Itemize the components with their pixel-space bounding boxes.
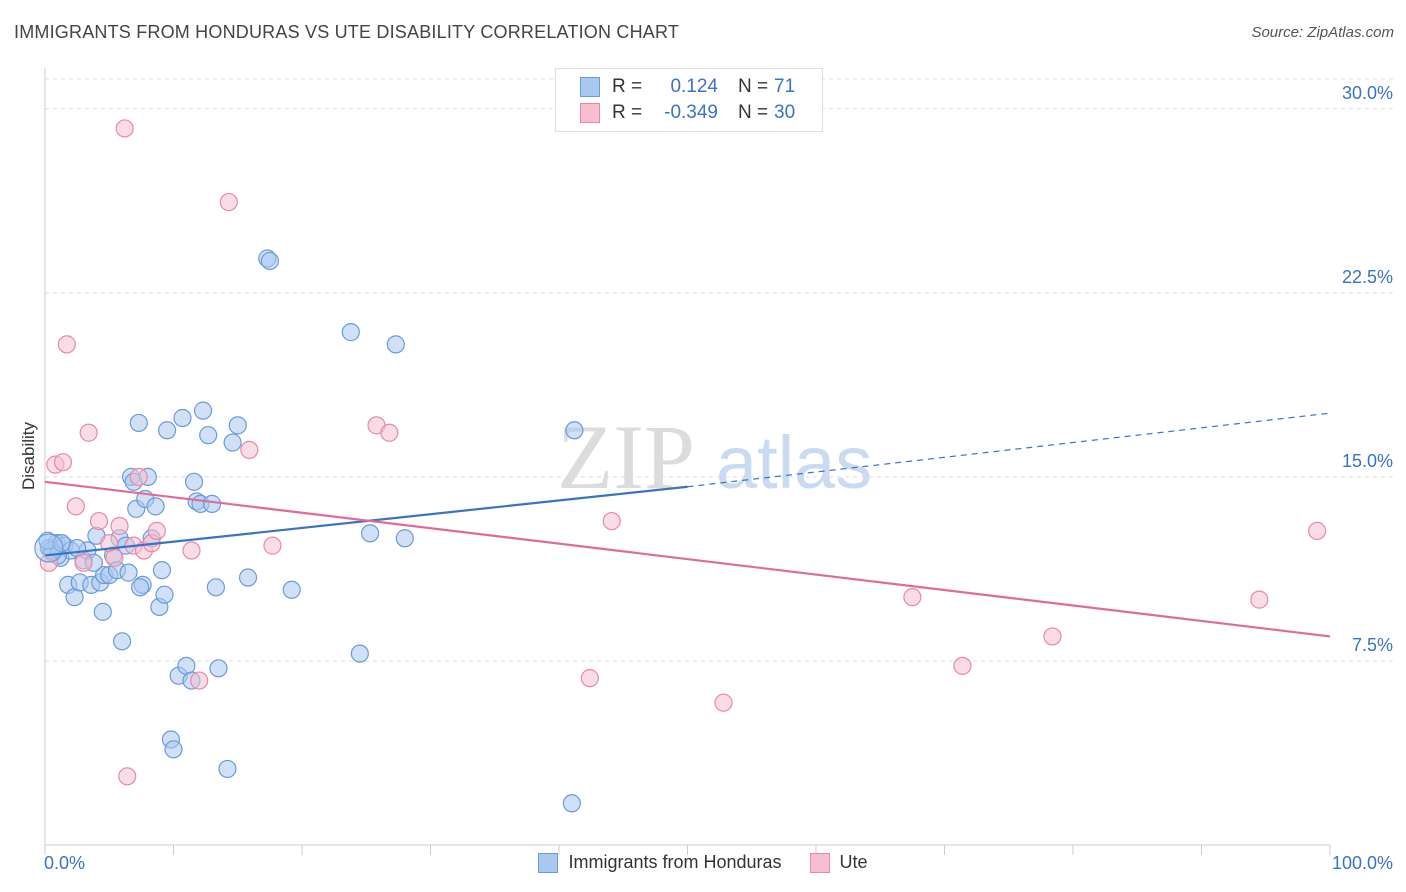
- point-honduras: [238, 568, 258, 587]
- legend-row-honduras: R = 0.124 N = 71: [580, 75, 795, 99]
- point-honduras: [282, 580, 301, 599]
- point-ute: [1043, 627, 1062, 646]
- axis-labels: 7.5% 15.0% 22.5% 30.0% 0.0% 100.0% Disability: [19, 83, 1393, 873]
- point-ute: [57, 335, 76, 354]
- point-ute: [240, 440, 259, 460]
- legend-swatch-blue: [580, 77, 600, 97]
- n-value: 30: [774, 102, 796, 123]
- point-honduras: [129, 413, 148, 433]
- point-honduras: [350, 644, 369, 663]
- point-ute: [219, 192, 238, 212]
- source-label: Source: ZipAtlas.com: [1251, 24, 1394, 41]
- n-label: N =: [738, 76, 769, 97]
- point-honduras: [395, 529, 414, 548]
- point-honduras: [386, 335, 405, 354]
- point-ute: [129, 467, 148, 487]
- point-ute: [903, 588, 922, 607]
- legend-item-ute: Ute: [809, 852, 868, 873]
- legend-swatch-pink: [580, 103, 600, 123]
- point-honduras: [146, 497, 165, 516]
- point-ute: [115, 119, 134, 138]
- y-tick-label: 15.0%: [1342, 451, 1393, 471]
- r-value: 0.124: [670, 76, 718, 97]
- point-ute: [190, 671, 209, 690]
- point-honduras: [119, 563, 138, 582]
- point-honduras: [164, 740, 183, 759]
- point-honduras: [152, 561, 172, 580]
- point-honduras: [565, 421, 584, 440]
- point-ute: [1308, 521, 1327, 540]
- point-ute: [89, 511, 109, 531]
- point-honduras: [209, 659, 228, 678]
- point-ute: [147, 521, 166, 540]
- legend-row-ute: R = -0.349 N = 30: [580, 101, 795, 125]
- point-ute: [953, 656, 972, 675]
- point-honduras: [173, 408, 192, 428]
- point-honduras: [112, 632, 132, 651]
- point-honduras: [157, 421, 177, 440]
- point-ute: [110, 516, 129, 536]
- point-honduras: [562, 794, 581, 813]
- legend-label: Immigrants from Honduras: [568, 852, 782, 872]
- point-honduras: [199, 426, 218, 445]
- n-label: N =: [738, 102, 769, 123]
- data-points: [34, 119, 1327, 813]
- trend-line-honduras-extension: [687, 412, 1331, 488]
- legend-swatch-pink: [809, 852, 830, 873]
- point-honduras: [218, 759, 237, 779]
- point-honduras: [361, 524, 380, 543]
- legend-label: Ute: [839, 852, 868, 872]
- point-honduras: [260, 251, 279, 271]
- point-honduras: [130, 578, 150, 597]
- point-honduras: [93, 602, 112, 621]
- point-honduras: [341, 323, 360, 342]
- r-label: R =: [612, 76, 643, 97]
- legend-item-honduras: Immigrants from Honduras: [538, 852, 782, 873]
- y-axis-title: Disability: [19, 421, 38, 490]
- point-ute: [263, 536, 282, 555]
- point-ute: [602, 511, 621, 531]
- point-ute: [66, 497, 85, 516]
- point-ute: [79, 423, 98, 442]
- point-ute: [105, 548, 124, 567]
- point-ute: [74, 553, 93, 572]
- point-ute: [1250, 590, 1269, 609]
- watermark-zip: ZIP: [557, 406, 695, 508]
- r-label: R =: [612, 102, 643, 123]
- point-honduras: [228, 416, 247, 435]
- point-honduras: [202, 494, 222, 513]
- chart-title: IMMIGRANTS FROM HONDURAS VS UTE DISABILI…: [14, 22, 680, 42]
- watermark: ZIP atlas: [557, 406, 872, 508]
- point-ute: [580, 669, 599, 688]
- r-value: -0.349: [664, 102, 718, 123]
- n-value: 71: [774, 76, 796, 97]
- trend-lines: [44, 412, 1331, 638]
- y-tick-label: 22.5%: [1342, 267, 1393, 287]
- point-honduras: [206, 578, 226, 597]
- point-honduras: [184, 472, 204, 491]
- correlation-legend: R = 0.124 N = 71 R = -0.349 N = 30: [555, 68, 823, 132]
- point-honduras: [223, 433, 242, 452]
- point-honduras: [193, 401, 213, 420]
- watermark-atlas: atlas: [716, 421, 872, 504]
- point-ute: [714, 693, 733, 712]
- point-ute: [182, 541, 201, 560]
- y-tick-label: 7.5%: [1352, 635, 1393, 655]
- x-tick-label-min: 0.0%: [44, 853, 85, 873]
- point-honduras-cluster: [34, 533, 64, 563]
- point-ute: [53, 453, 73, 472]
- series-legend: Immigrants from Honduras Ute: [0, 852, 1406, 873]
- axes: [44, 68, 1331, 855]
- y-tick-label: 30.0%: [1342, 83, 1393, 103]
- legend-swatch-blue: [538, 852, 559, 873]
- x-tick-label-max: 100.0%: [1332, 853, 1393, 873]
- trend-line-ute: [44, 480, 1331, 638]
- point-ute: [118, 767, 137, 786]
- point-ute: [380, 423, 399, 442]
- point-honduras: [155, 585, 174, 604]
